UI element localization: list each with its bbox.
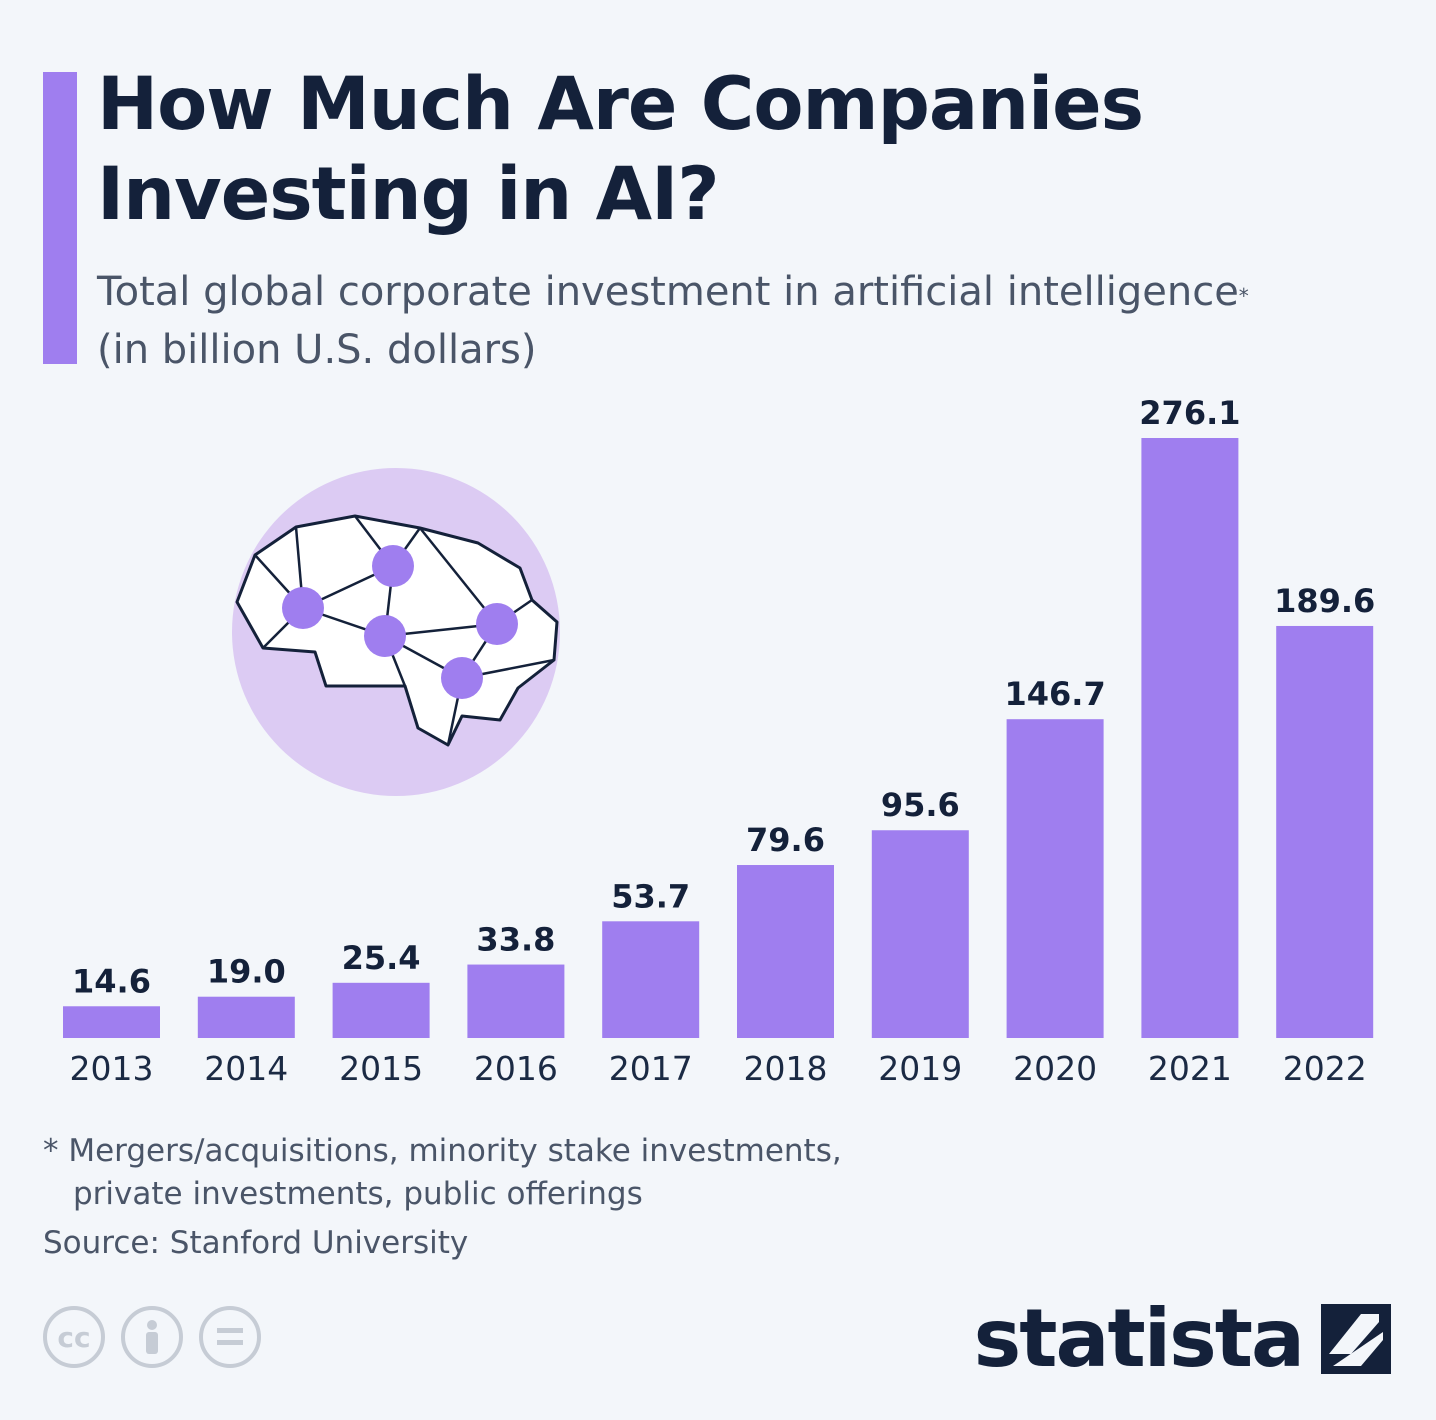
bar-2015 [332, 982, 430, 1038]
x-tick-label-2016: 2016 [474, 1049, 558, 1088]
subtitle-line-1: Total global corporate investment in art… [97, 269, 1239, 315]
statista-mark-icon [1321, 1303, 1391, 1374]
no-derivatives-icon[interactable] [199, 1306, 261, 1368]
x-tick-label-2013: 2013 [70, 1049, 154, 1088]
value-label-2013: 14.6 [72, 962, 151, 1000]
license-icons: cc [43, 1306, 261, 1368]
source-note: Source: Stanford University [43, 1225, 469, 1261]
subtitle-asterisk: * [1238, 284, 1249, 308]
value-label-2017: 53.7 [611, 877, 690, 915]
value-label-2019: 95.6 [881, 786, 960, 824]
x-tick-label-2018: 2018 [744, 1049, 828, 1088]
brand-wordmark: statista [973, 1292, 1305, 1385]
bar-2018 [737, 865, 834, 1038]
value-label-2015: 25.4 [342, 939, 421, 977]
bar-2019 [871, 830, 969, 1038]
statista-logo[interactable]: statista [974, 1292, 1391, 1385]
brain-icon [232, 468, 560, 796]
bar-2013 [63, 1006, 160, 1038]
bar-2016 [467, 964, 565, 1038]
bar-2021 [1141, 438, 1239, 1038]
value-label-2021: 276.1 [1139, 394, 1240, 432]
footnote: * Mergers/acquisitions, minority stake i… [43, 1130, 1043, 1216]
value-label-2016: 33.8 [476, 921, 555, 959]
x-tick-label-2021: 2021 [1148, 1049, 1232, 1088]
value-label-2018: 79.6 [746, 821, 825, 859]
cc-icon[interactable]: cc [43, 1306, 105, 1368]
chart-title: How Much Are Companies Investing in AI? [97, 62, 1144, 237]
bar-2020 [1006, 719, 1104, 1038]
footnote-line-2: private investments, public offerings [73, 1176, 643, 1212]
attribution-icon[interactable] [121, 1306, 183, 1368]
bar-2017 [602, 921, 700, 1038]
x-tick-label-2014: 2014 [204, 1049, 288, 1088]
chart-subtitle: Total global corporate investment in art… [97, 263, 1397, 379]
x-tick-label-2022: 2022 [1283, 1049, 1367, 1088]
x-tick-label-2017: 2017 [609, 1049, 693, 1088]
value-label-2014: 19.0 [207, 953, 286, 991]
title-accent-bar [43, 72, 77, 364]
x-tick-label-2020: 2020 [1013, 1049, 1097, 1088]
value-label-2022: 189.6 [1274, 582, 1375, 620]
bar-2022 [1276, 625, 1374, 1038]
x-tick-label-2015: 2015 [339, 1049, 423, 1088]
footnote-line-1: * Mergers/acquisitions, minority stake i… [43, 1133, 842, 1169]
subtitle-line-2: (in billion U.S. dollars) [97, 327, 537, 373]
x-tick-label-2019: 2019 [878, 1049, 962, 1088]
value-label-2020: 146.7 [1004, 675, 1105, 713]
bar-2014 [197, 996, 295, 1038]
